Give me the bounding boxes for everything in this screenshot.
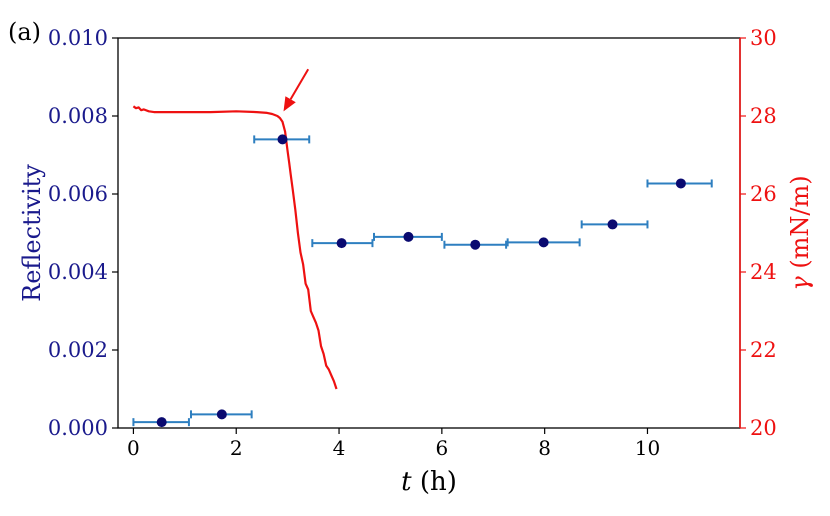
y-tick-label: 0.008 (48, 104, 108, 128)
x-tick-label: 6 (435, 436, 448, 460)
y-tick-label: 0.002 (48, 338, 108, 362)
x-tick-label: 10 (635, 436, 660, 460)
annotation-arrow-shaft (289, 68, 310, 100)
data-marker (470, 239, 481, 250)
data-marker (538, 237, 549, 248)
x-tick-label: 2 (230, 436, 243, 460)
reflectivity-point-0 (132, 417, 190, 428)
y2-tick-label: 30 (750, 26, 777, 50)
y2-tick-label: 22 (750, 338, 777, 362)
reflectivity-point-4 (372, 231, 443, 242)
y-tick-label: 0.004 (48, 260, 108, 284)
x-axis-unit: (h) (412, 467, 457, 497)
data-marker (277, 134, 288, 145)
tension-series-line (132, 105, 338, 390)
data-marker (156, 417, 167, 428)
data-marker (336, 238, 347, 249)
data-marker (216, 409, 227, 420)
plot-frame (117, 37, 741, 429)
x-axis-symbol: t (401, 467, 412, 497)
reflectivity-point-1 (189, 409, 253, 420)
y2-tick-label: 28 (750, 104, 777, 128)
y-tick-label: 0.000 (48, 416, 108, 440)
y-tick-label: 0.006 (48, 182, 108, 206)
y2-axis-symbol: γ (786, 276, 814, 291)
y-tick-label: 0.010 (48, 26, 108, 50)
data-marker (403, 231, 414, 242)
x-tick-label: 0 (127, 436, 140, 460)
x-tick-label: 8 (538, 436, 551, 460)
reflectivity-point-8 (646, 178, 713, 189)
y2-tick-label: 24 (750, 260, 777, 284)
y2-tick-label: 20 (750, 416, 777, 440)
x-tick-label: 4 (333, 436, 346, 460)
data-marker (607, 219, 618, 230)
panel-label: (a) (8, 18, 42, 46)
x-axis-label: t (h) (401, 467, 457, 497)
reflectivity-point-7 (580, 219, 649, 230)
y2-axis-label: γ (mN/m) (786, 175, 814, 290)
y2-tick-label: 26 (750, 182, 777, 206)
annotation-arrow-head (283, 96, 296, 112)
reflectivity-point-6 (506, 237, 581, 248)
data-marker (675, 178, 686, 189)
y2-axis-unit: (mN/m) (786, 175, 814, 276)
reflectivity-point-2 (253, 134, 311, 145)
reflectivity-point-3 (311, 238, 374, 249)
y-axis-label: Reflectivity (18, 164, 46, 302)
reflectivity-point-5 (443, 239, 508, 250)
